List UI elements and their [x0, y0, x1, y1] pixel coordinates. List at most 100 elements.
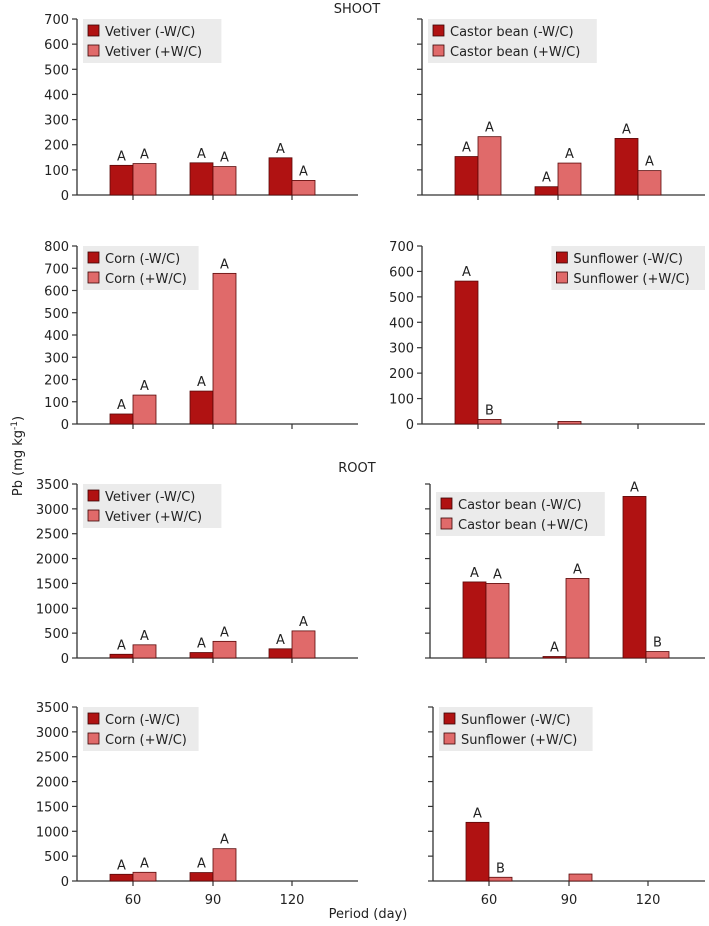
bar-without-wc-60 — [109, 413, 134, 425]
bar-with-wc-120 — [291, 180, 316, 196]
significance-label: A — [220, 833, 229, 848]
y-tick-label: 100 — [44, 396, 69, 411]
legend: Vetiver (-W/C) Vetiver (+W/C) — [83, 19, 222, 63]
bar-with-wc-60 — [132, 871, 157, 882]
significance-label: A — [573, 562, 582, 577]
significance-label: A — [140, 148, 149, 163]
y-tick-label: 3000 — [36, 503, 69, 518]
bar-without-wc-120 — [614, 138, 639, 196]
bar-without-wc-60 — [462, 581, 487, 659]
legend-swatch-without-wc — [440, 497, 453, 510]
x-tick-label: 60 — [125, 893, 142, 908]
significance-label: A — [117, 638, 126, 653]
significance-label: B — [496, 861, 505, 876]
significance-label: A — [485, 121, 494, 136]
significance-label: A — [462, 141, 471, 156]
legend-background — [83, 484, 222, 528]
legend-swatch-without-wc — [443, 712, 456, 725]
bar-without-wc-90 — [189, 652, 214, 659]
y-tick-label: 200 — [44, 374, 69, 389]
bar-with-wc-60 — [132, 644, 157, 659]
legend-swatch-with-wc — [443, 732, 456, 745]
significance-label: A — [220, 257, 229, 272]
y-tick-label: 400 — [389, 316, 414, 331]
significance-label: A — [276, 633, 285, 648]
significance-label: A — [140, 629, 149, 644]
x-tick-label: 90 — [561, 893, 578, 908]
significance-label: A — [197, 637, 206, 652]
legend-entry-label: Corn (+W/C) — [105, 733, 187, 748]
legend-swatch-with-wc — [87, 44, 100, 57]
significance-label: A — [140, 856, 149, 871]
y-tick-label: 1500 — [36, 800, 69, 815]
legend: Castor bean (-W/C) Castor bean (+W/C) — [428, 19, 597, 63]
y-tick-label: 700 — [44, 262, 69, 277]
significance-label: A — [470, 566, 479, 581]
legend-background — [83, 19, 222, 63]
significance-label: A — [462, 265, 471, 280]
bar-without-wc-60 — [454, 156, 479, 196]
legend-swatch-without-wc — [556, 251, 568, 264]
y-tick-label: 400 — [44, 88, 69, 103]
bar-with-wc-90 — [565, 578, 590, 659]
legend-entry-label: Castor bean (+W/C) — [458, 518, 588, 533]
panel-root-sunflower: 60 90 120 A B Sunflower (-W/C) Sunflower (+W/C… — [428, 706, 705, 908]
legend: Vetiver (-W/C) Vetiver (+W/C) — [83, 484, 222, 528]
legend-entry-label: Castor bean (-W/C) — [458, 498, 582, 513]
y-tick-label: 200 — [44, 139, 69, 154]
significance-label: A — [197, 147, 206, 162]
y-tick-label: 500 — [44, 850, 69, 865]
legend-entry-label: Vetiver (+W/C) — [105, 510, 202, 525]
bar-with-wc-60 — [485, 583, 510, 659]
legend-entry-label: Vetiver (-W/C) — [105, 25, 195, 40]
significance-label: A — [117, 398, 126, 413]
legend-entry-label: Sunflower (+W/C) — [573, 272, 689, 287]
y-tick-label: 2500 — [36, 751, 69, 766]
bar-with-wc-90 — [212, 640, 237, 659]
y-tick-label: 200 — [389, 367, 414, 382]
y-tick-label: 700 — [44, 13, 69, 28]
bar-with-wc-60 — [132, 163, 157, 196]
y-tick-label: 100 — [44, 164, 69, 179]
bar-with-wc-60 — [477, 136, 502, 196]
bar-with-wc-120 — [645, 651, 670, 659]
bar-without-wc-60 — [454, 280, 479, 425]
legend-swatch-without-wc — [87, 712, 100, 725]
significance-label: A — [645, 155, 654, 170]
legend-entry-label: Corn (+W/C) — [105, 272, 187, 287]
bar-with-wc-90 — [212, 166, 237, 196]
bar-with-wc-120 — [291, 630, 316, 659]
y-tick-label: 1500 — [36, 577, 69, 592]
significance-label: A — [117, 858, 126, 873]
y-tick-label: 0 — [61, 418, 69, 433]
y-tick-label: 500 — [44, 63, 69, 78]
significance-label: A — [220, 151, 229, 166]
x-tick-label: 120 — [280, 893, 305, 908]
legend-swatch-without-wc — [87, 251, 100, 264]
legend: Castor bean (-W/C) Castor bean (+W/C) — [436, 492, 605, 536]
y-axis-title-sup: -1 — [10, 421, 20, 430]
bar-without-wc-60 — [109, 653, 134, 659]
y-tick-label: 0 — [61, 875, 69, 890]
significance-label: A — [473, 806, 482, 821]
legend-entry-label: Vetiver (+W/C) — [105, 45, 202, 60]
y-tick-label: 700 — [389, 240, 414, 255]
legend: Sunflower (-W/C) Sunflower (+W/C) — [439, 707, 593, 751]
bar-without-wc-120 — [622, 496, 647, 659]
legend-entry-label: Castor bean (+W/C) — [450, 45, 580, 60]
bar-without-wc-90 — [189, 872, 214, 882]
y-axis-title: Pb (mg kg-1) — [10, 416, 26, 496]
significance-label: A — [565, 147, 574, 162]
legend-background — [436, 492, 605, 536]
x-tick-label: 120 — [636, 893, 661, 908]
y-tick-label: 3000 — [36, 726, 69, 741]
legend-background — [551, 246, 705, 290]
legend-entry-label: Sunflower (-W/C) — [573, 252, 683, 267]
y-tick-label: 0 — [406, 418, 414, 433]
y-tick-label: 2000 — [36, 776, 69, 791]
